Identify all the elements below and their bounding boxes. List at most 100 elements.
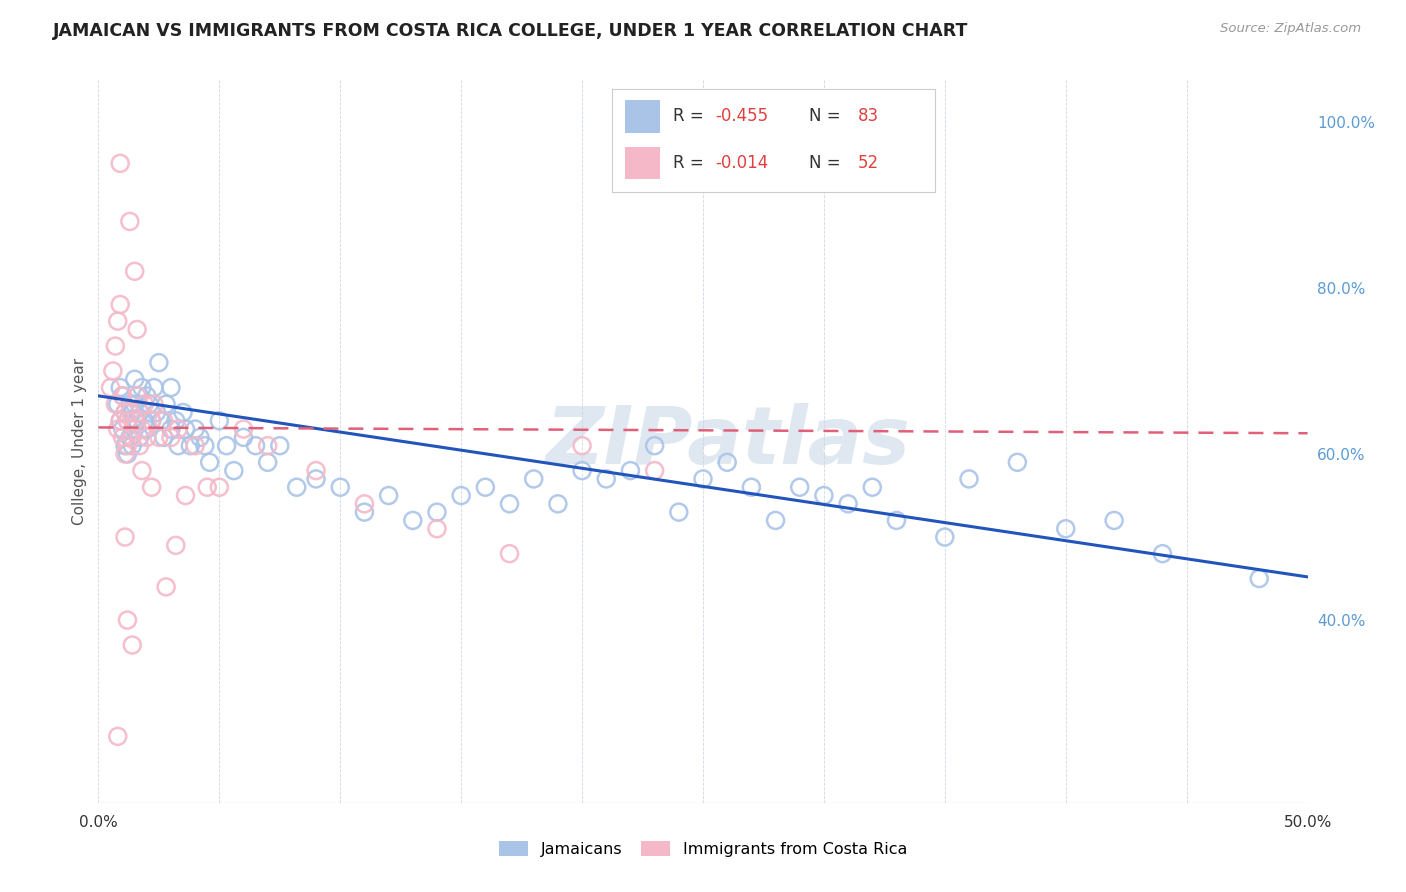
Point: [141, 480, 163, 494]
Point: [121, 430, 143, 444]
Point: [402, 513, 425, 527]
Point: [128, 405, 150, 419]
Text: -0.014: -0.014: [716, 153, 768, 171]
Point: [152, 430, 174, 444]
Point: [135, 430, 157, 444]
Text: R =: R =: [673, 107, 709, 126]
Point: [450, 489, 472, 503]
Text: R =: R =: [673, 153, 709, 171]
Point: [957, 472, 980, 486]
Point: [789, 480, 811, 494]
Point: [813, 489, 835, 503]
Point: [305, 472, 328, 486]
Point: [134, 397, 156, 411]
Point: [152, 414, 174, 428]
Text: N =: N =: [808, 153, 846, 171]
Point: [131, 464, 153, 478]
Text: N =: N =: [808, 107, 846, 126]
Point: [135, 389, 157, 403]
Point: [765, 513, 787, 527]
Point: [498, 497, 520, 511]
Point: [860, 480, 883, 494]
Point: [100, 380, 122, 394]
Point: [215, 439, 238, 453]
Text: ZIPatlas: ZIPatlas: [544, 402, 910, 481]
Text: 83: 83: [858, 107, 879, 126]
Point: [127, 389, 149, 403]
Point: [353, 497, 375, 511]
Point: [426, 505, 449, 519]
Point: [256, 439, 278, 453]
Point: [155, 397, 177, 411]
Text: JAMAICAN VS IMMIGRANTS FROM COSTA RICA COLLEGE, UNDER 1 YEAR CORRELATION CHART: JAMAICAN VS IMMIGRANTS FROM COSTA RICA C…: [53, 22, 969, 40]
Point: [104, 339, 127, 353]
Point: [124, 422, 146, 436]
Point: [547, 497, 569, 511]
Point: [118, 430, 141, 444]
Point: [377, 489, 399, 503]
Point: [107, 397, 129, 411]
Point: [104, 397, 127, 411]
Point: [198, 455, 221, 469]
Point: [160, 430, 183, 444]
Point: [1054, 522, 1077, 536]
Point: [498, 547, 520, 561]
Point: [232, 430, 254, 444]
Point: [118, 405, 141, 419]
Point: [124, 372, 146, 386]
Y-axis label: College, Under 1 year: College, Under 1 year: [72, 358, 87, 525]
Point: [124, 264, 146, 278]
Point: [167, 439, 190, 453]
Point: [174, 489, 197, 503]
Point: [179, 439, 201, 453]
Point: [1249, 572, 1271, 586]
Point: [108, 297, 131, 311]
Legend: Jamaicans, Immigrants from Costa Rica: Jamaicans, Immigrants from Costa Rica: [492, 835, 914, 863]
Point: [127, 389, 149, 403]
Point: [184, 422, 207, 436]
Point: [571, 464, 593, 478]
Point: [150, 414, 173, 428]
Point: [160, 380, 183, 394]
Point: [188, 430, 211, 444]
Point: [934, 530, 956, 544]
Point: [128, 439, 150, 453]
Point: [121, 638, 143, 652]
Point: [127, 414, 149, 428]
Text: Source: ZipAtlas.com: Source: ZipAtlas.com: [1220, 22, 1361, 36]
Point: [107, 730, 129, 744]
Point: [232, 422, 254, 436]
Point: [108, 156, 131, 170]
Point: [111, 389, 134, 403]
Point: [124, 397, 146, 411]
Point: [117, 414, 139, 428]
Point: [571, 439, 593, 453]
Point: [101, 364, 124, 378]
Point: [124, 414, 146, 428]
Point: [222, 464, 245, 478]
Point: [740, 480, 762, 494]
Point: [131, 380, 153, 394]
Point: [117, 414, 139, 428]
Point: [1007, 455, 1029, 469]
Point: [108, 414, 131, 428]
Point: [143, 397, 166, 411]
Point: [127, 322, 149, 336]
Point: [117, 613, 139, 627]
Text: 52: 52: [858, 153, 879, 171]
Point: [143, 380, 166, 394]
Point: [117, 447, 139, 461]
Point: [692, 472, 714, 486]
Point: [329, 480, 352, 494]
Point: [1152, 547, 1174, 561]
Point: [114, 447, 136, 461]
Point: [145, 405, 167, 419]
Point: [474, 480, 496, 494]
Point: [117, 439, 139, 453]
Point: [108, 380, 131, 394]
Point: [619, 464, 641, 478]
Point: [668, 505, 690, 519]
Point: [595, 472, 617, 486]
Point: [114, 405, 136, 419]
Point: [523, 472, 546, 486]
